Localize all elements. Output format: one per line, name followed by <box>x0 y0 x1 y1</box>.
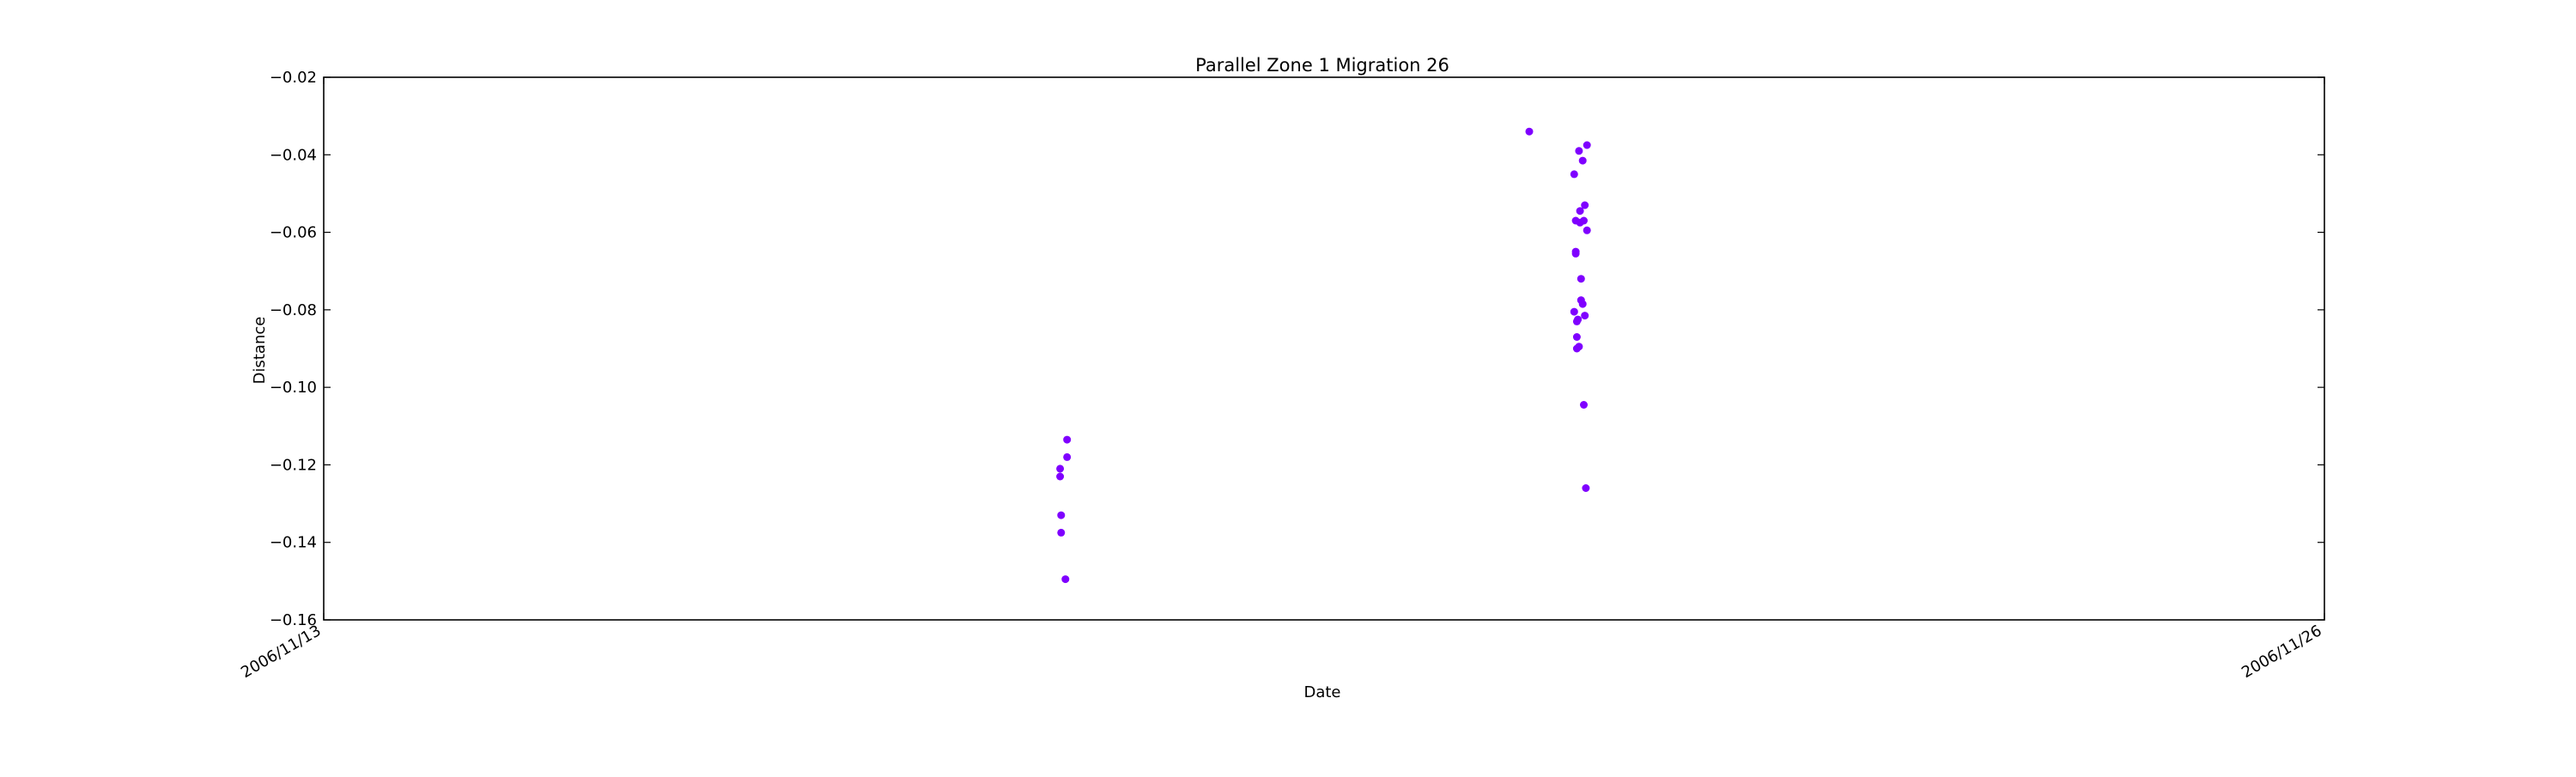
y-tick-label: −0.04 <box>270 146 317 164</box>
data-point <box>1574 315 1583 324</box>
data-point <box>1061 575 1070 584</box>
x-axis-label: Date <box>1303 683 1340 701</box>
y-tick-label: −0.16 <box>270 611 317 629</box>
data-point <box>1580 216 1588 225</box>
plot-area-frame <box>323 76 2325 621</box>
data-point <box>1581 312 1589 320</box>
data-points <box>1056 127 1591 584</box>
y-tick-label: −0.14 <box>270 534 317 552</box>
data-point <box>1063 452 1072 461</box>
chart-title: Parallel Zone 1 Migration 26 <box>1195 55 1449 76</box>
data-point <box>1575 343 1583 351</box>
data-point <box>1580 401 1588 409</box>
y-tick-label: −0.10 <box>270 379 317 397</box>
data-point <box>1572 333 1581 341</box>
y-tick-label: −0.02 <box>270 69 317 87</box>
data-point <box>1583 226 1591 234</box>
data-point <box>1571 249 1580 258</box>
y-tick-label: −0.08 <box>270 301 317 319</box>
data-point <box>1583 141 1591 149</box>
data-point <box>1576 207 1584 215</box>
data-point <box>1578 156 1587 165</box>
data-point <box>1570 307 1578 316</box>
data-point <box>1582 484 1590 492</box>
data-point <box>1525 127 1534 136</box>
data-point <box>1063 435 1072 444</box>
data-point <box>1578 300 1587 308</box>
data-point <box>1056 472 1065 481</box>
data-point <box>1570 170 1578 179</box>
data-point <box>1057 528 1066 537</box>
y-tick-label: −0.12 <box>270 456 317 474</box>
data-point <box>1575 147 1583 155</box>
data-point <box>1057 511 1066 519</box>
data-point <box>1581 201 1589 209</box>
data-point <box>1577 275 1585 283</box>
y-axis-ticks: −0.16 −0.14 −0.12 −0.10 −0.08 −0.06 −0.04 −0.02 <box>270 69 2324 629</box>
y-tick-label: −0.06 <box>270 224 317 242</box>
data-point <box>1056 464 1065 473</box>
y-axis-label: Distance <box>251 317 269 385</box>
